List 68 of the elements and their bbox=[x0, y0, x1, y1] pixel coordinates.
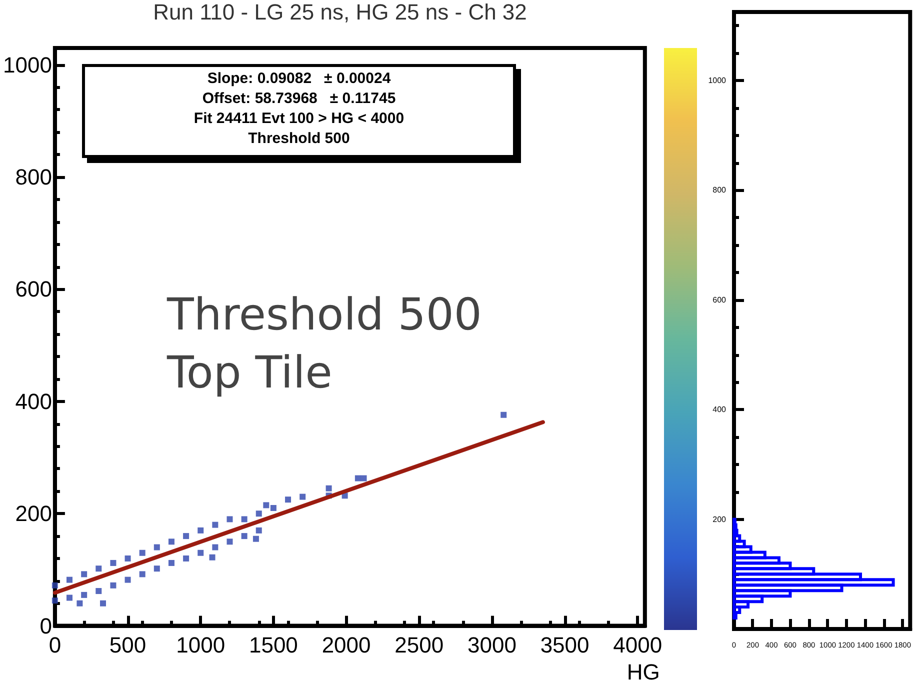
point bbox=[326, 485, 332, 492]
point bbox=[354, 475, 361, 482]
point bbox=[100, 600, 106, 606]
point bbox=[285, 496, 292, 503]
point bbox=[110, 582, 116, 588]
point bbox=[360, 475, 367, 482]
x-tick-label: 3500 bbox=[540, 632, 590, 658]
annotation: Offset: 58.73968 ± 0.11745 bbox=[201, 89, 397, 109]
x-tick-label: 4000 bbox=[613, 632, 662, 658]
annotation: Slope: 0.09082 ± 0.00024 bbox=[206, 69, 392, 89]
x-tick-label: 1000 bbox=[176, 632, 226, 658]
y-tick-label: 200 bbox=[15, 501, 52, 526]
point bbox=[96, 588, 102, 594]
point bbox=[96, 566, 102, 572]
annotation: Top Tile bbox=[166, 348, 332, 398]
point bbox=[256, 510, 262, 517]
point bbox=[226, 516, 233, 522]
point bbox=[124, 576, 131, 583]
y-tick-label: 600 bbox=[15, 276, 52, 302]
point bbox=[500, 412, 507, 418]
point bbox=[124, 555, 131, 562]
y-tick-label: 400 bbox=[15, 388, 52, 414]
y-tick-label: 200 bbox=[712, 514, 727, 524]
point bbox=[52, 598, 58, 604]
annotation: Fit 24411 Evt 100 > HG < 4000 bbox=[192, 109, 406, 129]
x-tick-label: 2000 bbox=[322, 632, 371, 658]
point bbox=[256, 527, 262, 534]
chart-title: Run 110 - LG 25 ns, HG 25 ns - Ch 32 bbox=[153, 0, 527, 24]
y-tick-label: 1000 bbox=[708, 76, 727, 86]
point bbox=[168, 538, 174, 545]
point bbox=[198, 527, 204, 534]
x-tick-label: 500 bbox=[109, 632, 146, 658]
point bbox=[139, 550, 146, 556]
x-tick-label: 2500 bbox=[394, 632, 444, 658]
point bbox=[154, 544, 160, 550]
point bbox=[183, 555, 190, 562]
point bbox=[226, 538, 233, 545]
point bbox=[139, 571, 146, 578]
x-tick-label: 3000 bbox=[467, 632, 516, 658]
point bbox=[110, 560, 116, 566]
point bbox=[168, 560, 174, 566]
point bbox=[81, 592, 88, 598]
point bbox=[209, 554, 216, 560]
x-tick-label: 1500 bbox=[248, 632, 298, 658]
y-tick-label: 1000 bbox=[2, 52, 52, 78]
point bbox=[212, 544, 218, 550]
annotation: Threshold 500 bbox=[247, 129, 351, 149]
y-tick-label: 800 bbox=[712, 186, 727, 195]
point bbox=[76, 600, 83, 606]
point bbox=[270, 504, 276, 511]
point bbox=[212, 522, 218, 528]
point bbox=[81, 571, 88, 578]
y-tick-label: 400 bbox=[712, 405, 727, 414]
annotation: Threshold 500 bbox=[166, 290, 482, 340]
point bbox=[241, 516, 248, 522]
point bbox=[66, 576, 73, 583]
x-axis-title: HG bbox=[626, 660, 660, 683]
point bbox=[66, 594, 73, 601]
y-tick-label: 600 bbox=[712, 295, 727, 304]
point bbox=[154, 566, 160, 572]
point bbox=[300, 494, 306, 500]
point bbox=[241, 533, 248, 540]
point bbox=[252, 536, 259, 542]
point bbox=[183, 533, 190, 540]
point bbox=[263, 502, 270, 508]
y-tick-label: 800 bbox=[15, 164, 52, 190]
point bbox=[52, 582, 58, 588]
point bbox=[198, 550, 204, 556]
